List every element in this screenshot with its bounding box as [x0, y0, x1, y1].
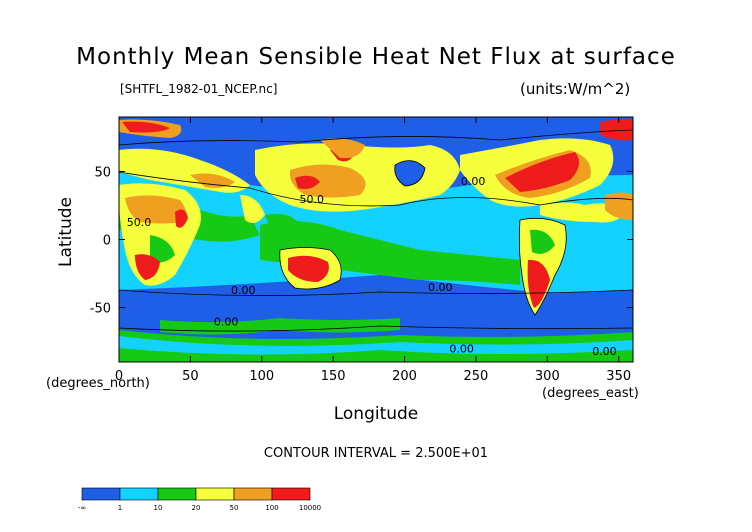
colorbar-label: 50 [230, 504, 239, 512]
x-tick-label: 350 [606, 369, 631, 384]
contour-interval-label: CONTOUR INTERVAL = 2.500E+01 [263, 446, 489, 461]
contour-label: 0.00 [449, 342, 474, 355]
contour-label: 0.00 [428, 281, 453, 294]
colorbar-swatch [271, 487, 311, 501]
contour-label: 0.00 [231, 284, 256, 297]
x-tick-label: 250 [464, 369, 489, 384]
colorbar-label: -∞ [78, 504, 86, 512]
y-axis-unit-label: (degrees_north) [46, 376, 150, 391]
map-field [119, 117, 633, 362]
file-label: [SHTFL_1982-01_NCEP.nc] [120, 82, 278, 96]
colorbar-label: 10 [154, 504, 163, 512]
x-tick-label: 0 [115, 369, 123, 384]
colorbar-swatch [119, 487, 159, 501]
contour-label: 0.00 [214, 315, 239, 328]
map-title: Monthly Mean Sensible Heat Net Flux at s… [76, 44, 676, 70]
x-tick-label: 50 [182, 369, 199, 384]
colorbar: -∞ 1 10 20 50 100 10000 [78, 487, 321, 512]
x-ticks: 0 50 100 150 200 250 300 350 [115, 117, 631, 384]
contour-label: 0.00 [461, 175, 486, 188]
colorbar-label: 20 [192, 504, 201, 512]
y-tick-label: -50 [90, 302, 111, 317]
contour-label: 0.00 [592, 345, 617, 358]
y-ticks: 50 0 -50 [90, 165, 633, 317]
colorbar-swatch [233, 487, 273, 501]
x-tick-label: 200 [392, 369, 417, 384]
x-tick-label: 150 [321, 369, 346, 384]
contour-label: 50.0 [300, 193, 325, 206]
colorbar-label: 100 [265, 504, 278, 512]
x-tick-label: 100 [249, 369, 274, 384]
colorbar-swatch [81, 487, 121, 501]
x-tick-label: 300 [535, 369, 560, 384]
x-axis-unit-label: (degrees_east) [542, 386, 639, 401]
colorbar-swatch [195, 487, 235, 501]
contour-labels: 50.0 50.0 0.00 0.00 0.00 0.00 0.00 0.00 [127, 175, 617, 358]
y-tick-label: 0 [103, 234, 111, 249]
colorbar-swatch [157, 487, 197, 501]
x-axis-label: Longitude [333, 404, 419, 424]
colorbar-label: 10000 [299, 504, 321, 512]
units-label: (units:W/m^2) [520, 80, 631, 98]
contour-label: 50.0 [127, 216, 152, 229]
y-tick-label: 50 [94, 165, 111, 180]
colorbar-label: 1 [118, 504, 122, 512]
contour-lines [119, 129, 633, 332]
